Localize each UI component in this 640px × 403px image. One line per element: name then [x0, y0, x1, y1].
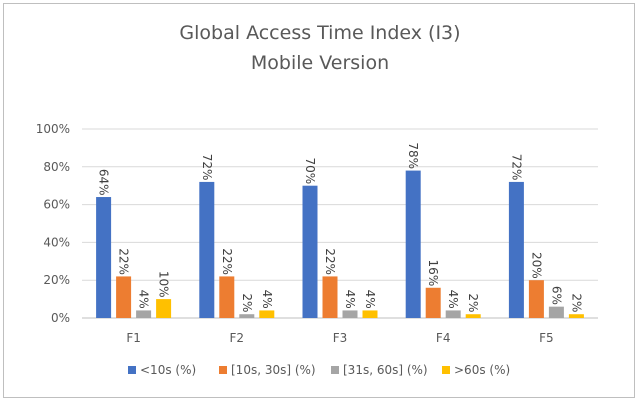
x-axis-ticks: F1 F2 F3 F4 F5 [126, 331, 553, 345]
data-label: 16% [426, 260, 440, 287]
bar [322, 276, 338, 318]
bar [405, 170, 421, 318]
bar [219, 276, 235, 318]
y-tick-label: 80% [43, 160, 70, 174]
y-axis-ticks: 0% 20% 40% 60% 80% 100% [36, 122, 70, 325]
bar [136, 310, 152, 318]
bar [239, 314, 255, 318]
bar [362, 310, 378, 318]
bar [116, 276, 132, 318]
bars [96, 170, 584, 318]
data-label: 4% [343, 290, 357, 309]
x-tick-label: F1 [126, 331, 141, 345]
legend-label: >60s (%) [454, 363, 510, 377]
y-tick-label: 20% [43, 273, 70, 287]
legend-swatch [442, 366, 450, 374]
y-tick-label: 100% [36, 122, 70, 136]
data-label: 4% [363, 290, 377, 309]
legend-swatch [219, 366, 227, 374]
legend-swatch [128, 366, 136, 374]
data-label: 4% [260, 290, 274, 309]
data-label: 64% [97, 169, 111, 196]
bar [425, 287, 441, 318]
y-tick-label: 0% [51, 311, 70, 325]
y-tick-label: 60% [43, 198, 70, 212]
data-label: 4% [137, 290, 151, 309]
legend-label: [10s, 30s] (%) [231, 363, 316, 377]
x-tick-label: F3 [333, 331, 348, 345]
chart-subtitle: Mobile Version [250, 52, 390, 74]
bar [465, 314, 481, 318]
legend-swatch [331, 366, 339, 374]
bar [156, 299, 172, 318]
bar [548, 306, 564, 318]
legend-label: [31s, 60s] (%) [343, 363, 428, 377]
data-label: 6% [549, 286, 563, 305]
data-label: 72% [200, 154, 214, 181]
data-label: 22% [323, 248, 337, 275]
bar [259, 310, 275, 318]
legend-label: <10s (%) [140, 363, 196, 377]
data-labels: 64% 22% 4% 10% 72% 22% 2% 4% 70% 22% 4% 4% 78% 16% 4% 2… [97, 142, 584, 312]
bar [445, 310, 461, 318]
bar [342, 310, 358, 318]
data-label: 78% [406, 142, 420, 169]
x-tick-label: F4 [436, 331, 451, 345]
chart-title: Global Access Time Index (I3) [179, 22, 461, 44]
data-label: 20% [529, 252, 543, 279]
bar [508, 181, 524, 318]
data-label: 22% [117, 248, 131, 275]
bar [96, 197, 112, 318]
bar [199, 181, 215, 318]
bar [568, 314, 584, 318]
data-label: 4% [446, 290, 460, 309]
data-label: 22% [220, 248, 234, 275]
data-label: 70% [303, 158, 317, 185]
y-tick-label: 40% [43, 235, 70, 249]
bar [528, 280, 544, 318]
x-tick-label: F2 [230, 331, 245, 345]
data-label: 2% [569, 293, 583, 312]
legend: <10s (%) [10s, 30s] (%) [31s, 60s] (%) >60s… [128, 363, 510, 377]
data-label: 10% [157, 271, 171, 298]
x-tick-label: F5 [539, 331, 554, 345]
data-label: 72% [509, 154, 523, 181]
data-label: 2% [240, 293, 254, 312]
data-label: 2% [466, 293, 480, 312]
bar [302, 185, 318, 318]
